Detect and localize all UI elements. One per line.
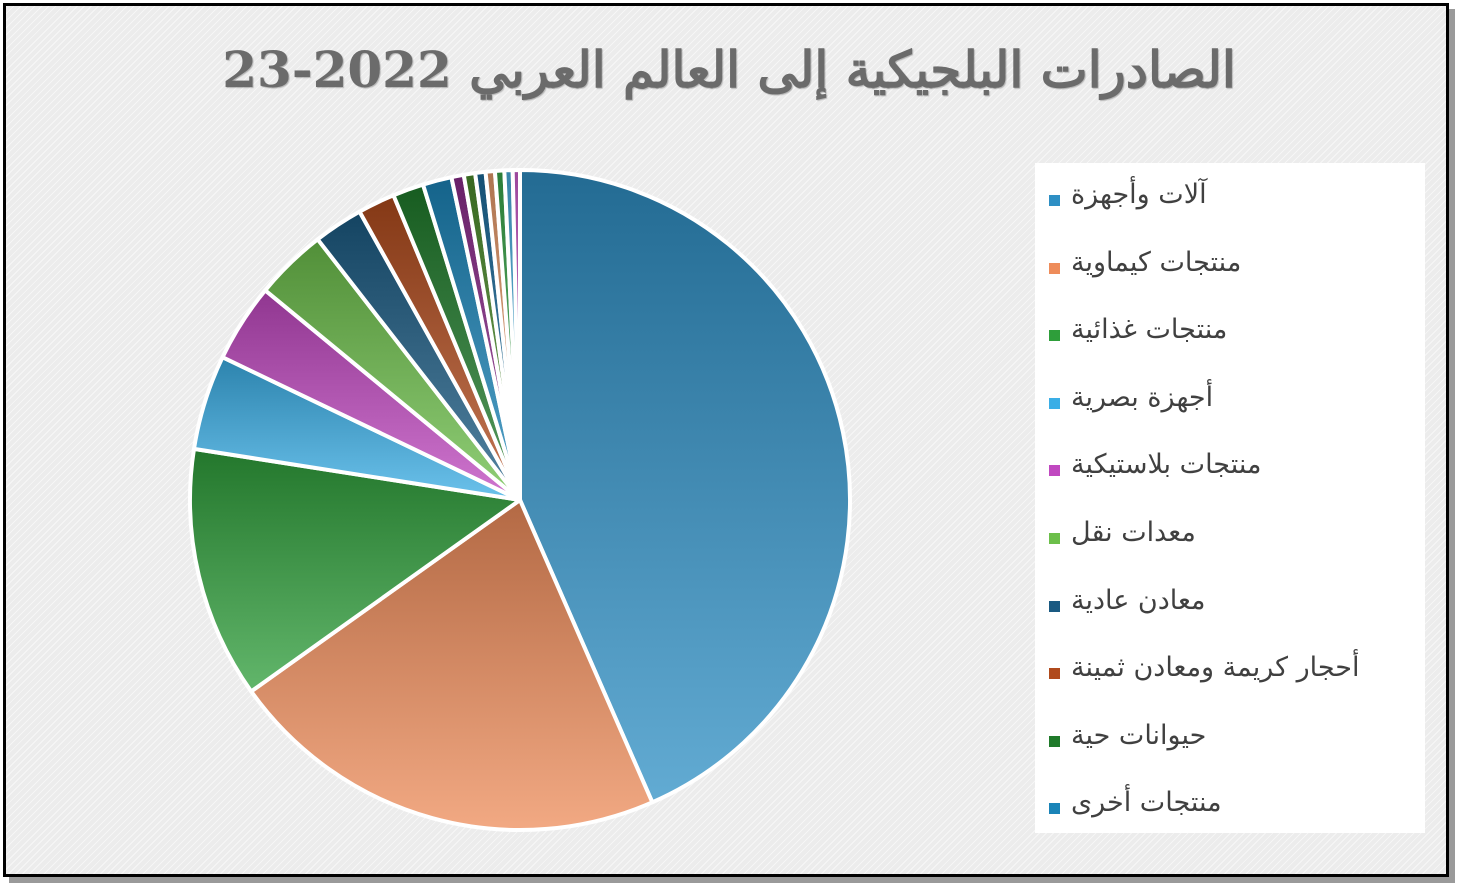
legend-item-4: منتجات بلاستيكية: [1035, 445, 1425, 485]
legend-label-8: حيوانات حية: [1071, 719, 1207, 751]
pie-slice-2: [188, 446, 522, 694]
pie-slice-16: [510, 167, 522, 502]
chart-title: الصادرات البلجيكية إلى العالم العربي 202…: [222, 40, 1236, 99]
legend-item-0: آلات وأجهزة: [1035, 175, 1425, 215]
legend-label-5: معدات نقل: [1071, 517, 1196, 548]
legend-label-7: أحجار كريمة ومعادن ثمينة: [1071, 652, 1360, 684]
pie-slice-1: [249, 498, 655, 833]
legend-label-4: منتجات بلاستيكية: [1071, 449, 1262, 481]
legend-swatch-0: [1049, 195, 1060, 206]
legend-item-2: منتجات غذائية: [1035, 310, 1425, 350]
legend-swatch-8: [1049, 735, 1060, 747]
legend-label-1: منتجات كيماوية: [1071, 246, 1242, 278]
chart-legend: آلات وأجهزة منتجات كيماوية منتجات غذائية أج…: [1035, 163, 1425, 833]
pie-slice-0: [518, 168, 852, 805]
legend-swatch-4: [1049, 465, 1060, 477]
legend-swatch-7: [1049, 668, 1060, 680]
legend-item-1: منتجات كيماوية: [1035, 243, 1425, 283]
legend-item-7: أحجار كريمة ومعادن ثمينة: [1035, 648, 1425, 688]
legend-swatch-1: [1049, 262, 1060, 274]
pie-slices: [188, 167, 852, 833]
legend-swatch-6: [1049, 600, 1060, 612]
legend-label-9: منتجات أخرى: [1071, 787, 1222, 819]
pie-chart: [188, 167, 852, 833]
legend-label-3: أجهزة بصرية: [1071, 381, 1214, 413]
legend-swatch-9: [1049, 803, 1060, 815]
legend-item-9: منتجات أخرى: [1035, 783, 1425, 823]
legend-item-3: أجهزة بصرية: [1035, 378, 1425, 418]
legend-swatch-2: [1049, 330, 1060, 342]
legend-label-2: منتجات غذائية: [1071, 314, 1228, 346]
legend-swatch-3: [1049, 397, 1060, 409]
legend-item-5: معدات نقل: [1035, 513, 1425, 553]
legend-label-0: آلات وأجهزة: [1071, 179, 1207, 210]
legend-item-6: معادن عادية: [1035, 581, 1425, 621]
legend-item-8: حيوانات حية: [1035, 716, 1425, 756]
legend-label-6: معادن عادية: [1071, 584, 1206, 616]
legend-swatch-5: [1049, 533, 1060, 544]
